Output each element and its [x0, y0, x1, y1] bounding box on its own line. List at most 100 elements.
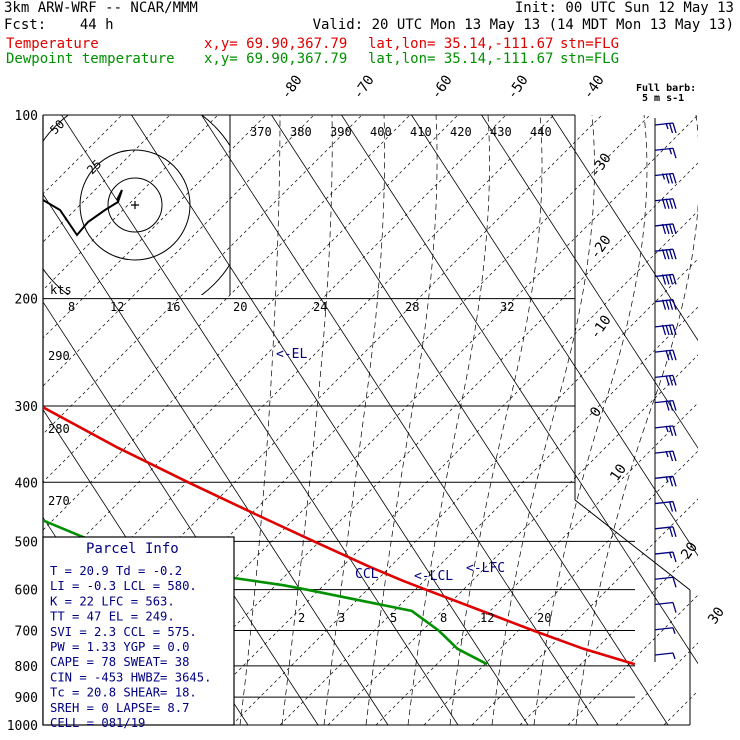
- pressure-tick-label: 1000: [7, 719, 38, 734]
- adiabat-line: [567, 594, 698, 725]
- moist-adiabat-line: [281, 115, 333, 725]
- isotherm-line: [43, 193, 389, 725]
- wind-barb-flag: [668, 526, 674, 537]
- wind-barb-flag: [665, 349, 670, 361]
- isotherm-label: -50: [504, 72, 532, 102]
- wind-barb: [654, 324, 677, 336]
- theta-label: 380: [290, 125, 312, 139]
- dewpoint-line: [43, 518, 488, 666]
- wind-barbs: [654, 122, 677, 660]
- isotherm-line: [481, 115, 698, 449]
- hodograph-center: [131, 201, 139, 209]
- moist-adiabat-line: [407, 115, 490, 725]
- isotherm-label: -70: [350, 72, 378, 102]
- wind-barb-flag: [668, 223, 674, 235]
- wind-barb: [654, 349, 677, 361]
- wind-barb-flag: [672, 501, 677, 512]
- adiabat-line: [43, 115, 411, 483]
- lcl-marker: <-LCL: [414, 569, 453, 584]
- mixing-ratio-label: 20: [233, 300, 247, 314]
- wind-barb-flag: [672, 223, 677, 235]
- wind-barb-flag: [668, 299, 674, 310]
- wind-barb: [654, 172, 677, 184]
- parcel-info-row: CELL = 081/19: [50, 716, 145, 730]
- pressure-tick-label: 500: [15, 535, 38, 550]
- moist-adiabat-line: [533, 115, 648, 725]
- adiabat-line: [471, 498, 698, 725]
- adiabat-line: [43, 115, 363, 435]
- theta-label: 430: [490, 125, 512, 139]
- wind-barb-flag: [672, 122, 677, 134]
- legend-dewpoint-latlon: lat,lon= 35.14,-111.67: [368, 51, 554, 67]
- mixing-ratio-label: 28: [405, 300, 419, 314]
- adiabat-line: [712, 105, 740, 725]
- parcel-info-row: SVI = 2.3 CCL = 575.: [50, 625, 197, 639]
- wind-barb-flag: [668, 324, 674, 336]
- theta-label: 420: [450, 125, 472, 139]
- mixing-ratio-label: 5: [390, 611, 397, 625]
- wind-barb-flag: [668, 375, 674, 386]
- wind-barb: [654, 223, 677, 235]
- wind-barb-shaft: [654, 652, 674, 656]
- wind-barb: [654, 576, 677, 588]
- wind-barb-flag: [668, 349, 674, 361]
- wind-barb: [654, 551, 677, 563]
- isotherm-line: [61, 115, 459, 725]
- isotherm-label: -20: [587, 232, 615, 262]
- isotherm-label: 0: [587, 404, 605, 420]
- pressure-tick-label: 600: [15, 584, 38, 599]
- forecast-hour: Fcst: 44 h: [4, 17, 114, 33]
- wind-barb-half-flag: [665, 476, 669, 483]
- isotherm-label: 10: [607, 461, 630, 484]
- wind-barb: [654, 122, 677, 134]
- ccl-marker: CCL: [355, 567, 379, 582]
- parcel-info-row: T = 20.9 Td = -0.2: [50, 564, 182, 578]
- wind-barb-flag: [672, 299, 677, 310]
- legend-temperature-xy: x,y= 69.90,367.79: [204, 36, 348, 52]
- moist-adiabat-line: [323, 115, 385, 725]
- mixing-ratio-label: 12: [110, 300, 124, 314]
- wind-barb-flag: [668, 425, 674, 437]
- parcel-info-title: Parcel Info: [86, 541, 179, 557]
- wind-barb: [654, 374, 677, 386]
- wind-barb-flag: [672, 173, 677, 184]
- mixing-ratio-label: 8: [440, 611, 447, 625]
- mixing-ratio-label: 16: [166, 300, 180, 314]
- pressure-tick-label: 100: [15, 109, 38, 124]
- wind-barb: [654, 399, 677, 411]
- pressure-tick-label: 200: [15, 293, 38, 308]
- wind-barb-flag: [668, 173, 674, 184]
- wind-barb: [654, 299, 677, 310]
- barb-key-title: Full barb:: [636, 83, 697, 94]
- hodograph-ring: [79, 149, 191, 261]
- model-title: 3km ARW-WRF -- NCAR/MMM: [4, 0, 198, 16]
- pressure-tick-label: 700: [15, 625, 38, 640]
- hodograph-ring: [107, 177, 163, 233]
- wind-barb-shaft: [654, 601, 674, 606]
- mixing-ratio-label: 24: [313, 300, 327, 314]
- adiabat-line: [183, 210, 698, 725]
- adiabat-line: [279, 306, 698, 725]
- wind-barb-flag: [668, 198, 674, 209]
- theta-label: 440: [530, 125, 552, 139]
- wind-barb-flag: [665, 299, 670, 310]
- wind-barb: [654, 147, 677, 159]
- hodograph-ring-label: 25: [84, 157, 104, 177]
- parcel-info-row: PW = 1.33 YGP = 0.0: [50, 640, 189, 654]
- wind-barb-half-flag: [665, 425, 669, 433]
- isotherm-line: [341, 115, 698, 665]
- adiabat-line: [519, 546, 698, 725]
- wind-barb-flag: [665, 249, 670, 260]
- isotherm-label: -10: [587, 312, 615, 342]
- wind-barb-flag: [665, 173, 670, 184]
- wind-barb: [654, 425, 677, 437]
- dashed-grid: [43, 105, 740, 725]
- pressure-tick-label: 800: [15, 660, 38, 675]
- wind-barb-flag: [672, 249, 677, 260]
- wind-barb: [654, 450, 677, 462]
- wind-barb-flag: [668, 249, 674, 260]
- wind-barb-flag: [672, 400, 677, 411]
- wind-barb-flag: [672, 148, 677, 159]
